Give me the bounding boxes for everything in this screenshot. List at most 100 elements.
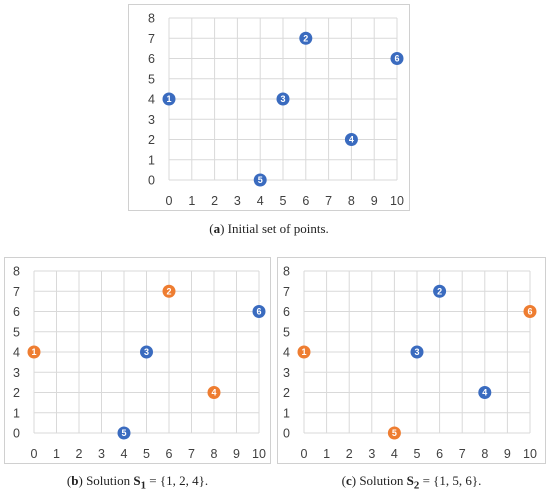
data-point-2: 2 bbox=[299, 31, 313, 45]
caption-c: (c) Solution S2 = {1, 5, 6}. bbox=[341, 473, 482, 492]
point-label: 6 bbox=[394, 54, 399, 64]
x-tick-label: 6 bbox=[166, 447, 173, 461]
y-tick-label: 2 bbox=[148, 133, 155, 147]
x-tick-label: 8 bbox=[211, 447, 218, 461]
point-label: 5 bbox=[121, 428, 126, 438]
point-label: 3 bbox=[144, 347, 149, 357]
point-marker bbox=[252, 305, 266, 318]
point-label: 1 bbox=[301, 347, 306, 357]
point-label: 1 bbox=[166, 94, 171, 104]
x-tick-label: 8 bbox=[481, 447, 488, 461]
y-tick-label: 1 bbox=[283, 406, 290, 420]
caption-a-text: Initial set of points. bbox=[227, 221, 329, 236]
x-tick-label: 7 bbox=[459, 447, 466, 461]
data-point-1: 1 bbox=[162, 92, 176, 106]
y-tick-label: 6 bbox=[283, 305, 290, 319]
y-tick-label: 7 bbox=[283, 285, 290, 299]
point-marker bbox=[162, 92, 176, 106]
data-point-1: 1 bbox=[27, 345, 41, 359]
x-tick-label: 1 bbox=[188, 194, 195, 208]
y-tick-label: 4 bbox=[148, 93, 155, 107]
data-point-3: 3 bbox=[276, 92, 290, 106]
chart-panel-c: 0 1 2 3 4 5 6 7 8 0 1 2 3 4 5 6 7 8 9 10 1 2 3 4 5 6 bbox=[277, 257, 546, 464]
point-marker bbox=[297, 345, 311, 359]
y-tick-label: 2 bbox=[13, 386, 20, 400]
point-marker bbox=[344, 133, 358, 146]
y-tick-label: 4 bbox=[13, 346, 20, 360]
x-tick-label: 2 bbox=[346, 447, 353, 461]
x-tick-label: 2 bbox=[76, 447, 83, 461]
y-tick-label: 4 bbox=[283, 346, 290, 360]
point-label: 4 bbox=[482, 388, 487, 398]
y-tick-label: 0 bbox=[148, 174, 155, 188]
point-marker bbox=[117, 426, 131, 440]
x-tick-label: 1 bbox=[323, 447, 330, 461]
data-point-3: 3 bbox=[410, 345, 424, 359]
point-label: 2 bbox=[437, 286, 442, 296]
chart-panel-b: 0 1 2 3 4 5 6 7 8 0 1 2 3 4 5 6 7 8 9 10 1 2 3 4 5 6 bbox=[4, 257, 271, 464]
point-label: 4 bbox=[211, 388, 216, 398]
data-point-6: 6 bbox=[390, 52, 404, 65]
y-tick-label: 3 bbox=[148, 113, 155, 127]
data-point-5: 5 bbox=[253, 173, 267, 187]
data-point-6: 6 bbox=[252, 305, 266, 318]
point-marker bbox=[276, 92, 290, 106]
scatter-chart-c: 0 1 2 3 4 5 6 7 8 0 1 2 3 4 5 6 7 8 9 10 1 2 3 4 5 6 bbox=[283, 265, 537, 462]
y-tick-label: 0 bbox=[283, 427, 290, 441]
point-marker bbox=[410, 345, 424, 359]
caption-c-post: = {1, 5, 6}. bbox=[422, 473, 482, 488]
point-label: 6 bbox=[527, 307, 532, 317]
point-marker bbox=[523, 305, 537, 318]
y-tick-label: 2 bbox=[283, 386, 290, 400]
y-tick-label: 3 bbox=[283, 366, 290, 380]
point-marker bbox=[207, 386, 221, 399]
caption-c-var: S bbox=[406, 473, 414, 488]
x-tick-label: 4 bbox=[257, 194, 264, 208]
x-tick-label: 10 bbox=[523, 447, 537, 461]
point-marker bbox=[162, 284, 176, 298]
x-tick-label: 6 bbox=[436, 447, 443, 461]
scatter-chart-b: 0 1 2 3 4 5 6 7 8 0 1 2 3 4 5 6 7 8 9 10 1 2 3 4 5 6 bbox=[13, 265, 266, 462]
y-tick-label: 6 bbox=[148, 52, 155, 66]
x-tick-label: 10 bbox=[390, 194, 404, 208]
data-point-4: 4 bbox=[344, 133, 358, 146]
point-label: 3 bbox=[280, 94, 285, 104]
data-point-2: 2 bbox=[433, 284, 447, 298]
x-tick-label: 9 bbox=[371, 194, 378, 208]
scatter-chart-a: 0 1 2 3 4 5 6 7 8 0 1 2 3 4 5 6 7 8 9 10 1 2 3 4 5 6 bbox=[148, 12, 404, 209]
x-tick-label: 4 bbox=[391, 447, 398, 461]
caption-b-pre: Solution bbox=[86, 473, 131, 488]
y-tick-label: 3 bbox=[13, 366, 20, 380]
x-tick-label: 6 bbox=[302, 194, 309, 208]
caption-c-letter: c bbox=[345, 473, 352, 488]
y-tick-label: 7 bbox=[13, 285, 20, 299]
y-tick-label: 1 bbox=[13, 406, 20, 420]
x-tick-label: 4 bbox=[121, 447, 128, 461]
data-point-5: 5 bbox=[387, 426, 401, 440]
y-tick-label: 8 bbox=[148, 12, 155, 26]
y-tick-label: 6 bbox=[13, 305, 20, 319]
y-tick-label: 1 bbox=[148, 153, 155, 167]
x-tick-label: 8 bbox=[348, 194, 355, 208]
x-tick-label: 3 bbox=[98, 447, 105, 461]
data-point-4: 4 bbox=[478, 386, 492, 399]
point-label: 2 bbox=[166, 286, 171, 296]
point-marker bbox=[253, 173, 267, 187]
data-point-4: 4 bbox=[207, 386, 221, 399]
y-tick-label: 8 bbox=[13, 265, 20, 279]
point-label: 2 bbox=[303, 33, 308, 43]
point-marker bbox=[433, 284, 447, 298]
point-marker bbox=[299, 31, 313, 45]
data-point-3: 3 bbox=[140, 345, 153, 359]
point-label: 4 bbox=[349, 135, 354, 145]
x-tick-label: 7 bbox=[325, 194, 332, 208]
x-tick-label: 0 bbox=[166, 194, 173, 208]
point-marker bbox=[140, 345, 153, 359]
point-marker bbox=[390, 52, 404, 65]
caption-b: (b) Solution S1 = {1, 2, 4}. bbox=[66, 473, 209, 492]
y-tick-label: 8 bbox=[283, 265, 290, 279]
caption-c-sub: 2 bbox=[413, 479, 420, 492]
data-point-2: 2 bbox=[162, 284, 176, 298]
chart-panel-a: 0 1 2 3 4 5 6 7 8 0 1 2 3 4 5 6 7 8 9 10 1 2 3 4 5 6 bbox=[128, 4, 410, 211]
point-label: 5 bbox=[258, 175, 263, 185]
